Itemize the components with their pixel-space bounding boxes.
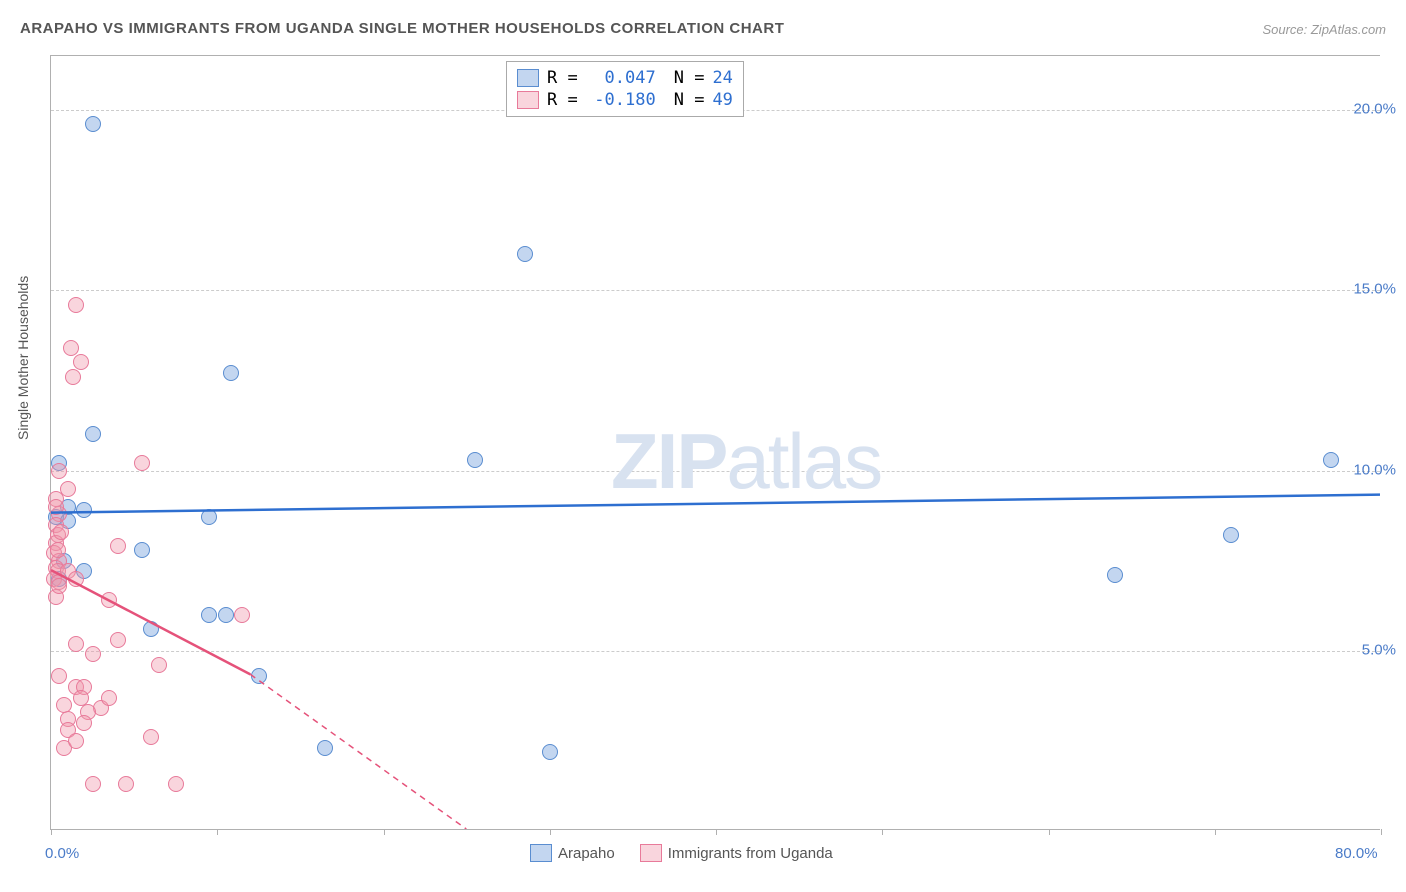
scatter-point — [201, 607, 217, 623]
scatter-point — [68, 297, 84, 313]
scatter-point — [63, 340, 79, 356]
x-tick — [1381, 829, 1382, 835]
stat-r-value: -0.180 — [586, 90, 656, 110]
source-attribution: Source: ZipAtlas.com — [1262, 22, 1386, 37]
legend-item-arapaho: Arapaho — [530, 844, 615, 862]
stat-n-label: N = — [674, 68, 705, 88]
uganda-swatch-icon — [640, 844, 662, 862]
scatter-point — [218, 607, 234, 623]
x-tick-label: 80.0% — [1335, 845, 1378, 862]
y-axis-label: Single Mother Households — [15, 276, 31, 440]
legend-row-uganda: R = -0.180 N = 49 — [517, 90, 733, 110]
scatter-point — [1323, 452, 1339, 468]
gridline — [51, 651, 1380, 652]
scatter-point — [50, 542, 66, 558]
gridline — [51, 471, 1380, 472]
scatter-point — [317, 740, 333, 756]
scatter-point — [143, 729, 159, 745]
y-tick-label: 5.0% — [1362, 641, 1396, 658]
x-tick — [1215, 829, 1216, 835]
scatter-point — [68, 733, 84, 749]
correlation-legend: R = 0.047 N = 24 R = -0.180 N = 49 — [506, 61, 744, 117]
scatter-point — [118, 776, 134, 792]
scatter-point — [168, 776, 184, 792]
y-tick-label: 20.0% — [1353, 101, 1396, 118]
scatter-point — [542, 744, 558, 760]
series-legend: Arapaho Immigrants from Uganda — [530, 844, 833, 862]
stat-n-value: 49 — [712, 90, 732, 110]
scatter-point — [110, 538, 126, 554]
scatter-point — [134, 455, 150, 471]
scatter-point — [53, 524, 69, 540]
scatter-point — [101, 592, 117, 608]
scatter-point — [251, 668, 267, 684]
legend-row-arapaho: R = 0.047 N = 24 — [517, 68, 733, 88]
scatter-point — [134, 542, 150, 558]
scatter-point — [110, 632, 126, 648]
chart-title: ARAPAHO VS IMMIGRANTS FROM UGANDA SINGLE… — [20, 20, 784, 37]
legend-label: Immigrants from Uganda — [668, 845, 833, 862]
scatter-point — [68, 636, 84, 652]
stat-n-value: 24 — [712, 68, 732, 88]
scatter-point — [517, 246, 533, 262]
scatter-point — [56, 697, 72, 713]
stat-r-value: 0.047 — [586, 68, 656, 88]
scatter-point — [101, 690, 117, 706]
x-tick — [716, 829, 717, 835]
y-tick-label: 10.0% — [1353, 461, 1396, 478]
scatter-point — [1107, 567, 1123, 583]
scatter-point — [234, 607, 250, 623]
stat-r-label: R = — [547, 90, 578, 110]
x-tick-label: 0.0% — [45, 845, 79, 862]
scatter-point — [1223, 527, 1239, 543]
scatter-point — [85, 426, 101, 442]
y-tick-label: 15.0% — [1353, 281, 1396, 298]
scatter-point — [85, 116, 101, 132]
arapaho-swatch-icon — [530, 844, 552, 862]
scatter-point — [467, 452, 483, 468]
legend-label: Arapaho — [558, 845, 615, 862]
x-tick — [51, 829, 52, 835]
stat-r-label: R = — [547, 68, 578, 88]
scatter-point — [76, 502, 92, 518]
legend-item-uganda: Immigrants from Uganda — [640, 844, 833, 862]
scatter-point — [65, 369, 81, 385]
scatter-point — [51, 668, 67, 684]
x-tick — [384, 829, 385, 835]
gridline — [51, 290, 1380, 291]
scatter-point — [223, 365, 239, 381]
scatter-point — [201, 509, 217, 525]
stat-n-label: N = — [674, 90, 705, 110]
x-tick — [550, 829, 551, 835]
scatter-point — [68, 571, 84, 587]
arapaho-swatch — [517, 69, 539, 87]
uganda-swatch — [517, 91, 539, 109]
plot-container: ZIPatlas R = 0.047 N = 24 R = -0.180 N =… — [50, 55, 1380, 830]
scatter-point — [51, 463, 67, 479]
plot-area — [51, 56, 1380, 829]
scatter-point — [76, 715, 92, 731]
scatter-point — [85, 646, 101, 662]
scatter-point — [51, 578, 67, 594]
scatter-point — [85, 776, 101, 792]
scatter-point — [151, 657, 167, 673]
scatter-point — [73, 354, 89, 370]
scatter-point — [143, 621, 159, 637]
x-tick — [217, 829, 218, 835]
x-tick — [1049, 829, 1050, 835]
scatter-point — [48, 499, 64, 515]
x-tick — [882, 829, 883, 835]
